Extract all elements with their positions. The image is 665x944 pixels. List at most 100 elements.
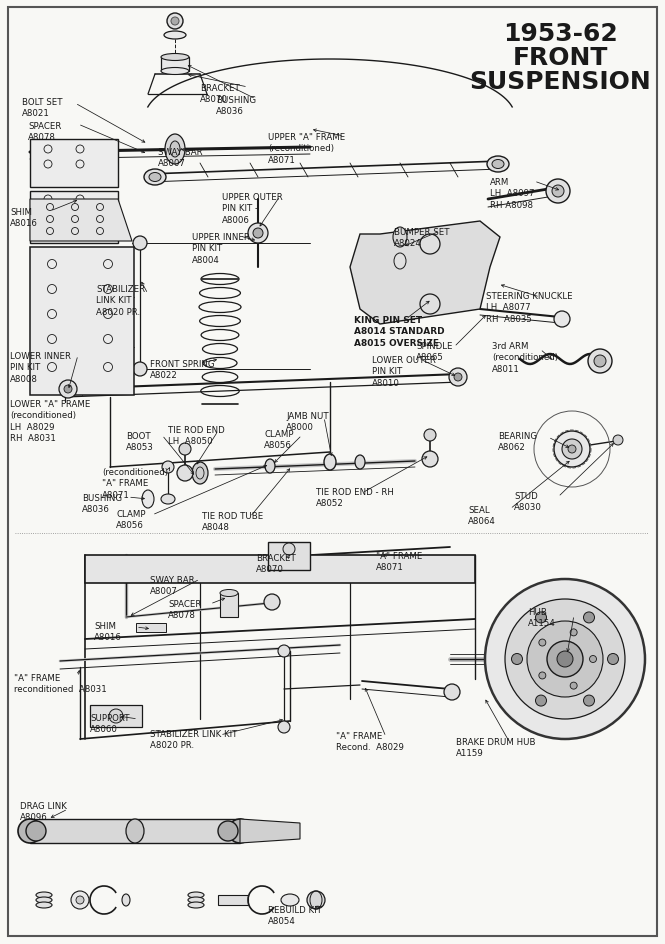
Ellipse shape bbox=[188, 892, 204, 898]
Ellipse shape bbox=[220, 590, 238, 597]
Ellipse shape bbox=[126, 819, 144, 843]
Circle shape bbox=[167, 14, 183, 30]
Circle shape bbox=[557, 651, 573, 667]
Text: SEAL
A8064: SEAL A8064 bbox=[468, 505, 496, 526]
Polygon shape bbox=[350, 222, 500, 325]
Text: BRAKE DRUM HUB
A1159: BRAKE DRUM HUB A1159 bbox=[456, 737, 535, 758]
Text: LOWER OUTER
PIN KIT
A8010: LOWER OUTER PIN KIT A8010 bbox=[372, 356, 436, 387]
Text: CLAMP
A8056: CLAMP A8056 bbox=[264, 430, 293, 450]
Text: BRACKET
A8070: BRACKET A8070 bbox=[256, 553, 296, 574]
Bar bbox=[136, 623, 166, 632]
Text: SPACER
A8078: SPACER A8078 bbox=[168, 599, 201, 620]
Polygon shape bbox=[240, 819, 300, 843]
Circle shape bbox=[420, 295, 440, 314]
Circle shape bbox=[133, 362, 147, 377]
Ellipse shape bbox=[36, 897, 52, 903]
Circle shape bbox=[588, 349, 612, 374]
Text: LOWER "A" FRAME
(reconditioned)
LH  A8029
RH  A8031: LOWER "A" FRAME (reconditioned) LH A8029… bbox=[10, 399, 90, 443]
Circle shape bbox=[546, 179, 570, 204]
Ellipse shape bbox=[36, 892, 52, 898]
Circle shape bbox=[76, 896, 84, 904]
Ellipse shape bbox=[355, 456, 365, 469]
Circle shape bbox=[583, 613, 595, 623]
Circle shape bbox=[278, 646, 290, 657]
Circle shape bbox=[264, 595, 280, 611]
Circle shape bbox=[613, 435, 623, 446]
Text: TIE ROD END
LH  A8050: TIE ROD END LH A8050 bbox=[168, 426, 225, 446]
Circle shape bbox=[547, 641, 583, 677]
Circle shape bbox=[539, 639, 546, 647]
Text: JAMB NUT
A8000: JAMB NUT A8000 bbox=[286, 412, 329, 432]
Polygon shape bbox=[30, 200, 132, 242]
Circle shape bbox=[449, 368, 467, 387]
Circle shape bbox=[109, 709, 123, 723]
Circle shape bbox=[177, 465, 193, 481]
Text: "A" FRAME
A8071: "A" FRAME A8071 bbox=[376, 551, 422, 572]
Circle shape bbox=[583, 696, 595, 706]
Text: BUMPER SET
A8024: BUMPER SET A8024 bbox=[394, 228, 450, 248]
Text: SWAY BAR
A8007: SWAY BAR A8007 bbox=[158, 148, 203, 168]
Circle shape bbox=[278, 721, 290, 733]
Bar bbox=[85, 555, 475, 583]
Circle shape bbox=[248, 224, 268, 244]
Circle shape bbox=[554, 431, 590, 467]
Text: SPINDLE
A8065: SPINDLE A8065 bbox=[416, 342, 452, 362]
Circle shape bbox=[133, 237, 147, 251]
Circle shape bbox=[218, 821, 238, 841]
Text: REBUILD KIT
A8054: REBUILD KIT A8054 bbox=[268, 905, 322, 925]
Bar bbox=[30, 819, 240, 843]
Circle shape bbox=[454, 374, 462, 381]
Text: BUSHING
A8036: BUSHING A8036 bbox=[82, 494, 122, 514]
Ellipse shape bbox=[265, 460, 275, 474]
Text: SWAY BAR
A8007: SWAY BAR A8007 bbox=[150, 576, 195, 596]
Ellipse shape bbox=[492, 160, 504, 169]
Text: SHIM
A8016: SHIM A8016 bbox=[94, 621, 122, 642]
Circle shape bbox=[179, 444, 191, 456]
Circle shape bbox=[422, 451, 438, 467]
Circle shape bbox=[552, 186, 564, 198]
Bar bbox=[30, 192, 118, 244]
Text: STEERING KNUCKLE
LH  A8077
RH  A8035: STEERING KNUCKLE LH A8077 RH A8035 bbox=[486, 292, 573, 324]
Text: TIE ROD END - RH
A8052: TIE ROD END - RH A8052 bbox=[316, 487, 394, 508]
Text: DRAG LINK
A8096: DRAG LINK A8096 bbox=[20, 801, 67, 821]
Circle shape bbox=[535, 613, 547, 623]
Circle shape bbox=[539, 672, 546, 680]
Circle shape bbox=[511, 654, 523, 665]
Circle shape bbox=[420, 235, 440, 255]
Ellipse shape bbox=[161, 55, 189, 61]
Bar bbox=[30, 247, 134, 396]
Ellipse shape bbox=[324, 454, 336, 470]
Bar bbox=[218, 895, 248, 905]
Ellipse shape bbox=[122, 894, 130, 906]
Circle shape bbox=[535, 696, 547, 706]
Circle shape bbox=[307, 891, 325, 909]
Bar bbox=[220, 594, 238, 617]
Ellipse shape bbox=[36, 902, 52, 908]
Circle shape bbox=[594, 356, 606, 367]
Text: TIE ROD TUBE
A8048: TIE ROD TUBE A8048 bbox=[202, 512, 263, 531]
Circle shape bbox=[444, 684, 460, 700]
Ellipse shape bbox=[142, 491, 154, 509]
Ellipse shape bbox=[170, 142, 180, 158]
Ellipse shape bbox=[18, 819, 42, 843]
Circle shape bbox=[162, 462, 174, 474]
Bar bbox=[268, 543, 310, 570]
Ellipse shape bbox=[394, 254, 406, 270]
Text: ARM
LH  A8097
RH A8098: ARM LH A8097 RH A8098 bbox=[490, 177, 535, 210]
Text: (reconditioned)
"A" FRAME
A8071: (reconditioned) "A" FRAME A8071 bbox=[102, 467, 168, 499]
Ellipse shape bbox=[393, 228, 407, 247]
Text: BUSHING
A8036: BUSHING A8036 bbox=[216, 96, 256, 116]
Ellipse shape bbox=[281, 894, 299, 906]
Text: 1953-62: 1953-62 bbox=[503, 22, 617, 46]
Text: BEARING
A8062: BEARING A8062 bbox=[498, 431, 537, 452]
Ellipse shape bbox=[228, 819, 252, 843]
Text: SUPPORT
A8060: SUPPORT A8060 bbox=[90, 714, 130, 733]
Circle shape bbox=[562, 440, 582, 460]
Text: UPPER "A" FRAME
(reconditioned)
A8071: UPPER "A" FRAME (reconditioned) A8071 bbox=[268, 133, 345, 164]
Circle shape bbox=[64, 385, 72, 394]
Circle shape bbox=[554, 312, 570, 328]
Ellipse shape bbox=[144, 170, 166, 186]
Ellipse shape bbox=[161, 495, 175, 504]
Text: 3rd ARM
(reconditioned)
A8011: 3rd ARM (reconditioned) A8011 bbox=[492, 342, 558, 374]
Ellipse shape bbox=[149, 174, 161, 182]
